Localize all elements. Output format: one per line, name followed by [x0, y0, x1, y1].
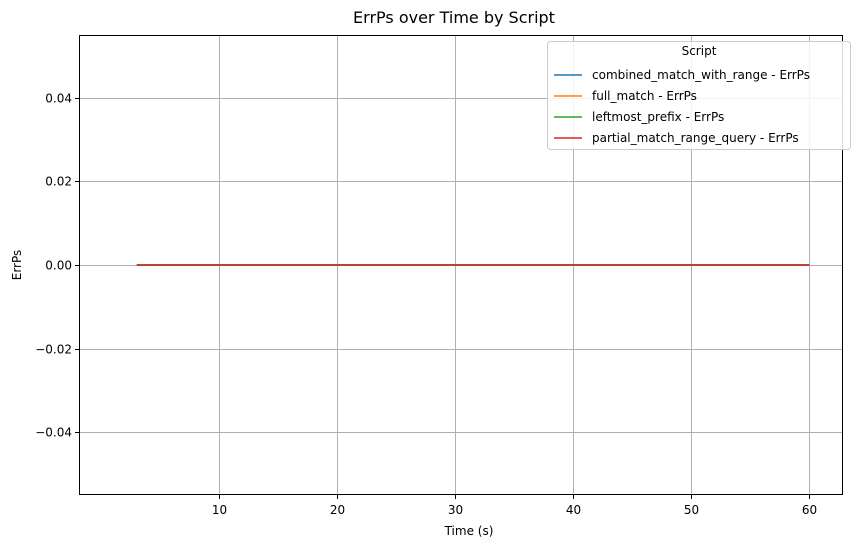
x-tick-label: 60	[802, 503, 817, 517]
legend-title: Script	[682, 44, 717, 58]
x-axis: 10 20 30 40 50 60	[212, 495, 817, 517]
y-tick-label: −0.04	[35, 426, 72, 440]
x-tick-label: 20	[330, 503, 345, 517]
legend-label: partial_match_range_query - ErrPs	[592, 131, 799, 145]
legend-label: full_match - ErrPs	[592, 89, 697, 103]
y-tick-label: −0.02	[35, 343, 72, 357]
y-axis-label: ErrPs	[10, 250, 24, 281]
legend-label: leftmost_prefix - ErrPs	[592, 110, 724, 124]
y-tick-label: 0.02	[45, 175, 72, 189]
legend-label: combined_match_with_range - ErrPs	[592, 68, 810, 82]
y-axis: −0.04 −0.02 0.00 0.02 0.04	[35, 92, 79, 440]
x-tick-label: 50	[684, 503, 699, 517]
y-tick-label: 0.00	[45, 259, 72, 273]
legend-items: combined_match_with_range - ErrPs full_ma…	[554, 68, 810, 145]
legend: Script combined_match_with_range - ErrPs…	[547, 41, 851, 150]
plot-frame	[79, 35, 843, 495]
chart-title: ErrPs over Time by Script	[353, 8, 555, 27]
x-tick-label: 10	[212, 503, 227, 517]
x-tick-label: 30	[448, 503, 463, 517]
legend-box	[547, 41, 851, 150]
x-tick-label: 40	[566, 503, 581, 517]
x-axis-label: Time (s)	[444, 524, 494, 538]
y-tick-label: 0.04	[45, 92, 72, 106]
